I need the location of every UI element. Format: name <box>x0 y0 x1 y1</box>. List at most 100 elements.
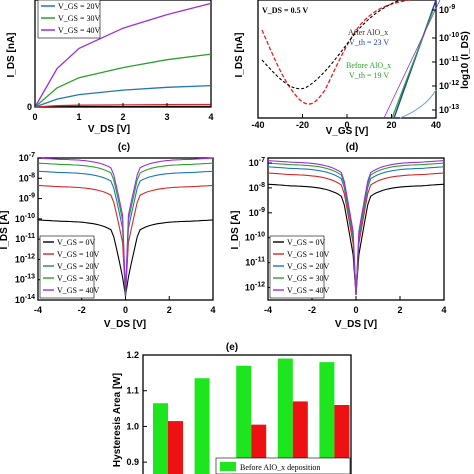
x-tick-label: 0 <box>344 120 349 130</box>
panel-transfer: V_DS = 0.5 V After AlO_x V_th = 23 V Bef… <box>234 0 471 137</box>
x-tick-label: 20 <box>386 120 396 130</box>
y-tick-label: 10-10 <box>245 232 265 243</box>
bar <box>319 362 335 474</box>
legend-entry: V_GS = 20V <box>58 2 101 11</box>
series-after-log <box>261 0 401 90</box>
x-axis-label: V_DS [V] <box>104 319 146 330</box>
y-tick-right-label: 10-9 <box>439 4 455 15</box>
series-line <box>34 53 212 108</box>
y-tick-label: 10-9 <box>249 207 265 218</box>
annotation-vth-after: V_th = 23 V <box>349 38 389 47</box>
x-tick-label: 0 <box>32 112 37 122</box>
annotation-before: Before AlO_x <box>346 61 391 70</box>
y-tick-label: 10-8 <box>19 172 35 183</box>
x-tick-label: -4 <box>34 305 42 315</box>
y-axis-label: I_DS [A] <box>0 211 10 250</box>
x-tick-label: 1 <box>76 112 81 122</box>
x-tick-label: 4 <box>441 305 446 315</box>
y-axis-label: Hysteresis Area [W] <box>112 373 123 467</box>
y-tick-label: 10-9 <box>19 193 35 204</box>
series-line <box>34 84 212 108</box>
data-series-group <box>267 160 445 296</box>
annotation-vds: V_DS = 0.5 V <box>262 6 308 15</box>
y-axis-right-label: log10 (I_DS) <box>460 31 471 89</box>
y-tick-label: 1.1 <box>126 386 139 396</box>
legend-swatch <box>220 462 236 471</box>
x-tick-label: 2 <box>167 305 172 315</box>
y-tick-right-label: 10-10 <box>439 32 459 43</box>
x-tick-label: 2 <box>120 112 125 122</box>
legend-box <box>269 235 325 299</box>
series-line <box>34 103 212 108</box>
legend-entry: V_GS = 40V <box>287 286 330 295</box>
legend-entry: Before AlO_x deposition <box>240 463 320 472</box>
y-axis-label: I_DS [A] <box>230 211 241 250</box>
x-tick-label: -2 <box>308 305 316 315</box>
data-series-group <box>37 157 214 296</box>
y-tick-label: 10-13 <box>15 274 35 285</box>
annotation-after: After AlO_x <box>348 28 388 37</box>
data-series-group <box>261 0 441 119</box>
y-tick-label: 10-12 <box>15 253 35 264</box>
x-tick-label: -2 <box>78 305 86 315</box>
y-tick-right-label: 10-13 <box>439 104 459 115</box>
y-tick-label: 10-8 <box>249 182 265 193</box>
panel-label-e: (e) <box>226 342 238 353</box>
legend-entry: V_GS = 30V <box>58 14 101 23</box>
legend: V_GS = 20V V_GS = 30V V_GS = 40V <box>37 0 101 39</box>
panel-label-d: (d) <box>346 142 359 153</box>
panel-log-iv-before: -4 -2 0 2 4 10-7 10-8 10-9 10-10 10-11 10-12 10-13… <box>0 152 216 330</box>
y-axis-label: I_DS [nA] <box>6 33 17 78</box>
panel-hysteresis-bars: 1.2 1.1 1.0 0.9 Before AlO_x deposition Hys… <box>112 350 352 474</box>
legend-entry: V_GS = 10V <box>57 250 100 259</box>
y-tick-label: 10-14 <box>15 294 35 305</box>
y-tick-label: 10-11 <box>245 257 265 268</box>
data-series-group <box>34 2 212 108</box>
bar <box>236 365 252 474</box>
bar <box>334 405 350 474</box>
series-line <box>34 105 211 108</box>
y-tick-label: 0 <box>27 102 32 112</box>
bar <box>292 401 308 474</box>
x-axis-label: V_DS [V] <box>88 124 130 135</box>
y-tick-right-label: 10-11 <box>439 56 459 67</box>
y-tick-label: 10-10 <box>15 213 35 224</box>
series-line <box>267 160 445 296</box>
bar <box>277 358 293 474</box>
legend-entry: V_GS = 0V <box>57 238 96 247</box>
legend-box <box>39 235 95 299</box>
legend-entry: V_GS = 30V <box>57 274 100 283</box>
legend-entry: V_GS = 40V <box>58 26 101 35</box>
x-tick-label: -40 <box>251 120 264 130</box>
x-tick-label: 3 <box>164 112 169 122</box>
legend-box <box>215 457 351 474</box>
panel-output-linear: V_GS = 20V V_GS = 30V V_GS = 40V 0 1 2 3 4 0… <box>6 0 214 135</box>
y-tick-label: 1.0 <box>126 421 139 431</box>
y-tick-label: 10-7 <box>249 157 265 168</box>
y-axis-label: I_DS [nA] <box>234 33 245 78</box>
x-tick-label: 2 <box>397 305 402 315</box>
y-tick-label: 0.9 <box>126 457 139 467</box>
plot-frame <box>257 0 437 119</box>
fit-line <box>383 0 441 119</box>
panel-label-c: (c) <box>118 142 130 153</box>
series-line <box>37 157 214 296</box>
series-line <box>34 2 212 108</box>
series-linear-low <box>399 89 437 119</box>
x-tick-label: 0 <box>123 305 128 315</box>
bar <box>153 403 168 474</box>
legend-entry: V_GS = 20V <box>287 262 330 271</box>
bar-group <box>153 358 350 474</box>
y-tick-right-label: 10-12 <box>439 80 459 91</box>
bar <box>194 378 210 474</box>
annotation-vth-before: V_th = 19 V <box>349 71 389 80</box>
x-tick-label: 40 <box>431 120 441 130</box>
legend-entry: V_GS = 20V <box>57 262 100 271</box>
x-tick-label: -4 <box>264 305 272 315</box>
x-axis-label: V_GS [V] <box>326 126 369 137</box>
plot-frame <box>142 354 352 474</box>
y-tick-label: 10-12 <box>245 282 265 293</box>
x-tick-label: 4 <box>208 112 213 122</box>
series-before-log <box>261 0 411 105</box>
